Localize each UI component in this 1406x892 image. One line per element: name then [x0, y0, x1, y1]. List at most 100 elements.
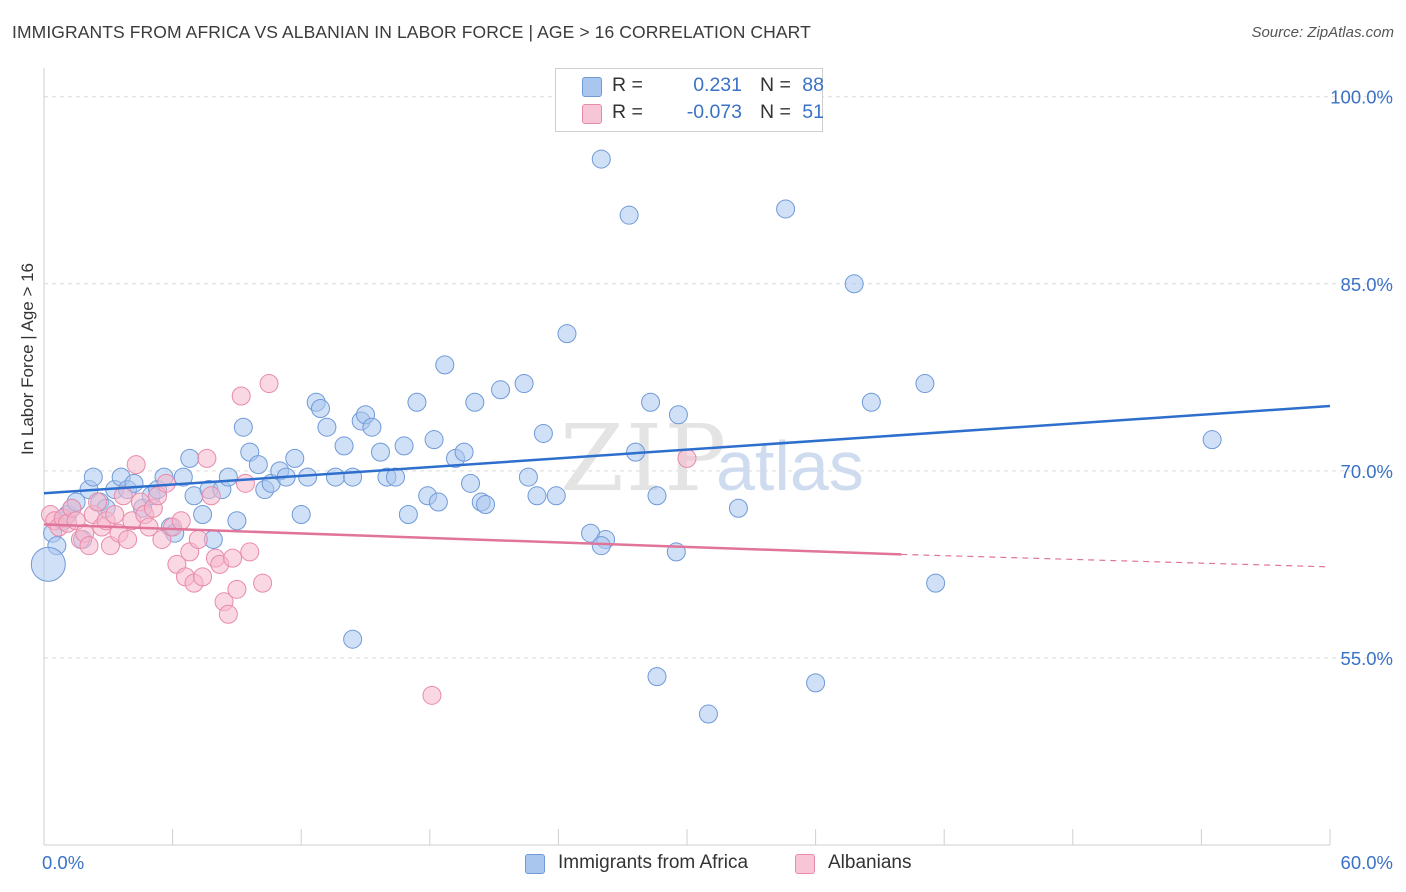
albanians-point	[231, 386, 251, 406]
africa-point	[428, 492, 448, 512]
albanians-trend-extension	[901, 553, 1331, 568]
chart-title: IMMIGRANTS FROM AFRICA VS ALBANIAN IN LA…	[12, 22, 811, 42]
africa-point	[248, 455, 268, 475]
y-axis-title: In Labor Force | Age > 16	[18, 262, 37, 455]
albanians-point	[193, 567, 213, 587]
y-tick-label: 70.0%	[1341, 461, 1393, 482]
africa-point	[491, 380, 511, 400]
albanians-point	[188, 529, 208, 549]
albanians-point	[259, 374, 279, 394]
y-tick-label: 55.0%	[1341, 648, 1393, 669]
africa-point	[233, 417, 253, 437]
africa-point	[30, 546, 66, 582]
africa-point	[641, 392, 661, 412]
africa-point	[861, 392, 881, 412]
africa-point	[173, 467, 193, 487]
albanians-point	[253, 573, 273, 593]
africa-point	[386, 467, 406, 487]
africa-point	[728, 498, 748, 518]
africa-point	[557, 324, 577, 344]
africa-point	[325, 467, 345, 487]
africa-point	[394, 436, 414, 456]
correlation-legend: R = 0.231 N = 88 R = -0.073 N = 51	[555, 68, 824, 132]
albanians-point	[240, 542, 260, 562]
africa-point	[291, 505, 311, 525]
africa-point	[454, 442, 474, 462]
africa-point	[371, 442, 391, 462]
albanians-trend-line	[43, 523, 902, 556]
legend-n-label: N =	[760, 101, 791, 123]
africa-point	[844, 274, 864, 294]
legend-swatch-albanians	[795, 854, 815, 874]
africa-point	[476, 495, 496, 515]
africa-point	[362, 417, 382, 437]
africa-point	[518, 467, 538, 487]
legend-r-value: -0.073	[686, 101, 742, 123]
legend-n-label: N =	[760, 74, 791, 96]
legend-r-label: R =	[612, 74, 643, 96]
africa-point	[435, 355, 455, 375]
albanians-point	[126, 455, 146, 475]
albanians-point	[152, 529, 172, 549]
africa-point	[1202, 430, 1222, 450]
albanians-point	[156, 473, 176, 493]
africa-point	[668, 405, 688, 425]
africa-point	[926, 573, 946, 593]
africa-point	[776, 199, 796, 219]
albanians-point	[677, 448, 697, 468]
africa-point	[317, 417, 337, 437]
africa-point	[647, 667, 667, 687]
legend-label-albanians: Albanians	[828, 852, 912, 873]
albanians-point	[227, 579, 247, 599]
africa-point	[227, 511, 247, 531]
africa-point	[218, 467, 238, 487]
albanians-point	[79, 536, 99, 556]
albanians-point	[197, 448, 217, 468]
africa-point	[591, 536, 611, 556]
albanians-point	[118, 529, 138, 549]
y-tick-label: 100.0%	[1330, 87, 1393, 108]
albanians-point	[422, 685, 442, 705]
africa-point	[647, 486, 667, 506]
africa-point	[424, 430, 444, 450]
africa-point	[398, 505, 418, 525]
africa-point	[334, 436, 354, 456]
africa-point	[514, 374, 534, 394]
legend-r-value: 0.231	[693, 74, 742, 96]
albanians-point	[218, 604, 238, 624]
watermark-zip: ZIP	[560, 405, 728, 512]
albanians-point	[201, 486, 221, 506]
africa-point	[193, 505, 213, 525]
albanians-point	[105, 505, 125, 525]
legend-swatch-africa	[525, 854, 545, 874]
africa-point	[180, 448, 200, 468]
africa-point	[298, 467, 318, 487]
africa-point	[461, 473, 481, 493]
albanians-point	[171, 511, 191, 531]
albanians-point	[223, 548, 243, 568]
africa-point	[806, 673, 826, 693]
legend-n-value: 88	[802, 74, 824, 96]
africa-point	[546, 486, 566, 506]
x-tick-label: 0.0%	[42, 852, 84, 873]
legend-r-label: R =	[612, 101, 643, 123]
albanians-point	[88, 492, 108, 512]
albanians-point	[235, 473, 255, 493]
africa-point	[343, 629, 363, 649]
africa-point	[915, 374, 935, 394]
africa-point	[83, 467, 103, 487]
legend-n-value: 51	[802, 101, 824, 123]
source-label: Source: ZipAtlas.com	[1251, 24, 1394, 41]
africa-point	[310, 398, 330, 418]
africa-point	[619, 205, 639, 225]
africa-point	[465, 392, 485, 412]
africa-point	[285, 448, 305, 468]
africa-point	[698, 704, 718, 724]
africa-point	[407, 392, 427, 412]
legend-swatch-albanians	[582, 104, 602, 124]
x-tick-label: 60.0%	[1341, 852, 1393, 873]
africa-point	[533, 423, 553, 443]
africa-trend-line	[43, 404, 1331, 495]
africa-point	[591, 149, 611, 169]
